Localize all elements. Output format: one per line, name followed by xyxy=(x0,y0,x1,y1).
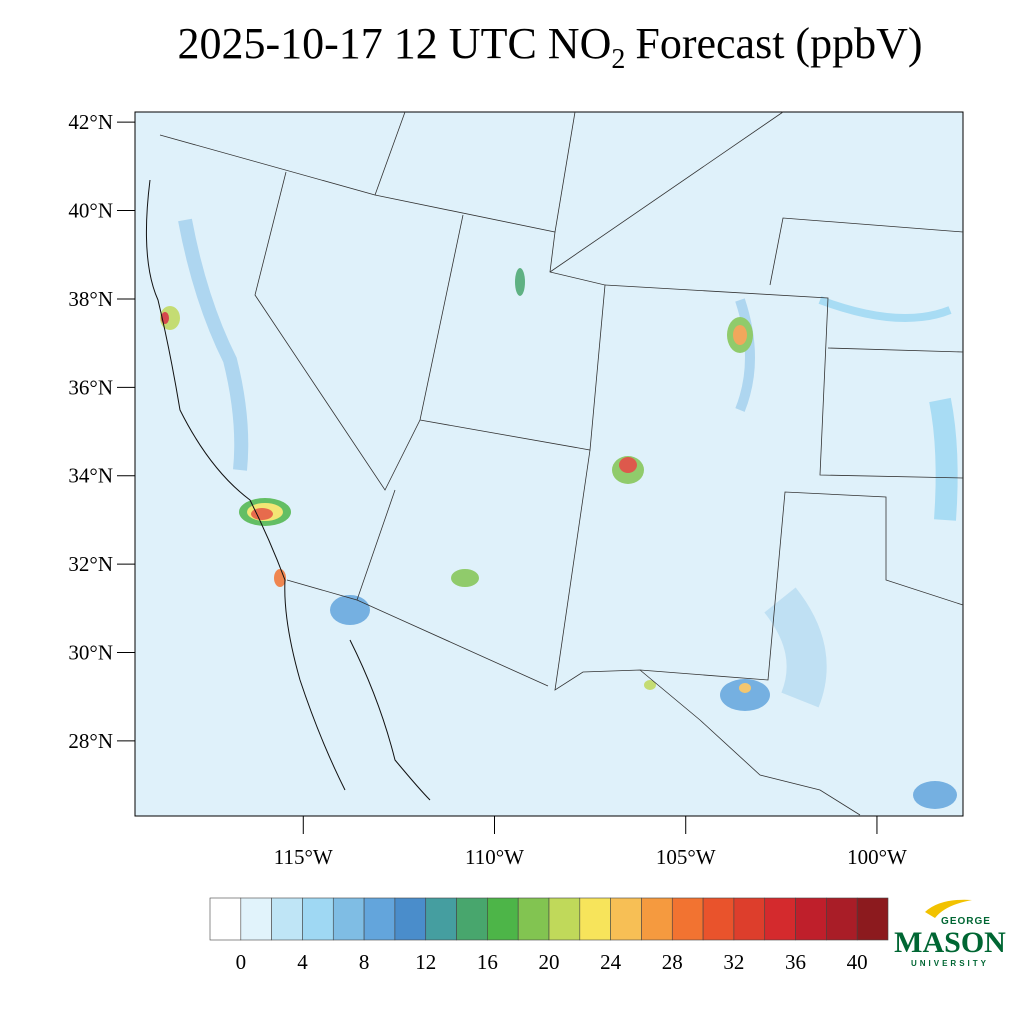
colorbar-box xyxy=(517,897,550,941)
y-tick-label: 38°N xyxy=(68,287,113,311)
title-prefix: 2025-10-17 12 UTC NO xyxy=(178,19,612,68)
colorbar-box xyxy=(332,897,365,941)
colorbar-box xyxy=(610,897,642,941)
y-tick-label: 28°N xyxy=(68,729,113,753)
colorbar-box xyxy=(240,897,272,941)
y-tick-label: 40°N xyxy=(68,199,113,223)
colorbar-label: 36 xyxy=(785,950,806,974)
y-tick-label: 42°N xyxy=(68,110,113,134)
title-subscript: 2 xyxy=(611,44,625,75)
y-tick-label: 30°N xyxy=(68,640,113,664)
map-title: 2025-10-17 12 UTC NO2 Forecast (ppbV) xyxy=(178,19,923,75)
colorbar-box xyxy=(856,897,889,941)
state-borders xyxy=(159,111,964,816)
colorbar-label: 24 xyxy=(600,950,622,974)
y-tick-label: 34°N xyxy=(68,464,113,488)
colorbar-box xyxy=(394,897,427,941)
title-suffix: Forecast (ppbV) xyxy=(635,19,922,68)
colorbar-box xyxy=(826,897,858,941)
colorbar-box xyxy=(425,897,457,941)
map-frame xyxy=(134,111,964,817)
colorbar-label: 40 xyxy=(847,950,868,974)
y-tick-label: 32°N xyxy=(68,552,113,576)
colorbar-label: 0 xyxy=(236,950,247,974)
colorbar-box xyxy=(671,897,704,941)
colorbar-box xyxy=(209,897,242,941)
colorbar-box xyxy=(641,897,673,941)
colorbar-box xyxy=(795,897,827,941)
colorbar-label: 28 xyxy=(662,950,683,974)
x-tick-label: 115°W xyxy=(274,845,333,869)
colorbar-box xyxy=(702,897,735,941)
colorbar-label: 32 xyxy=(723,950,744,974)
colorbar-label: 12 xyxy=(415,950,436,974)
logo-main: MASON xyxy=(894,926,1006,959)
logo: GEORGE MASON UNIVERSITY xyxy=(894,899,1006,968)
colorbar-box xyxy=(487,897,519,941)
colorbar-box xyxy=(548,897,581,941)
x-tick-label: 110°W xyxy=(465,845,524,869)
colorbar-box xyxy=(302,897,334,941)
x-tick-label: 100°W xyxy=(847,845,907,869)
logo-bottom: UNIVERSITY xyxy=(911,959,989,968)
colorbar-box xyxy=(456,897,488,941)
colorbar-label: 20 xyxy=(539,950,560,974)
colorbar-label: 8 xyxy=(359,950,370,974)
concentration-field xyxy=(160,218,958,809)
y-tick-label: 36°N xyxy=(68,375,113,399)
colorbar-box xyxy=(363,897,396,941)
colorbar-label: 16 xyxy=(477,950,498,974)
map-area xyxy=(134,111,964,817)
axis-ticks: 42°N 40°N 38°N 36°N 34°N 32°N 30°N 28°N 115°W 110… xyxy=(68,110,907,869)
colorbar-box xyxy=(579,897,611,941)
colorbar-box xyxy=(764,897,796,941)
logo-top: GEORGE xyxy=(941,916,991,927)
colorbar-box xyxy=(271,897,303,941)
colorbar-label: 4 xyxy=(297,950,308,974)
colorbar-box xyxy=(733,897,766,941)
x-tick-label: 105°W xyxy=(656,845,716,869)
colorbar: 0 4 8 12 16 20 24 28 32 36 40 xyxy=(209,897,889,974)
